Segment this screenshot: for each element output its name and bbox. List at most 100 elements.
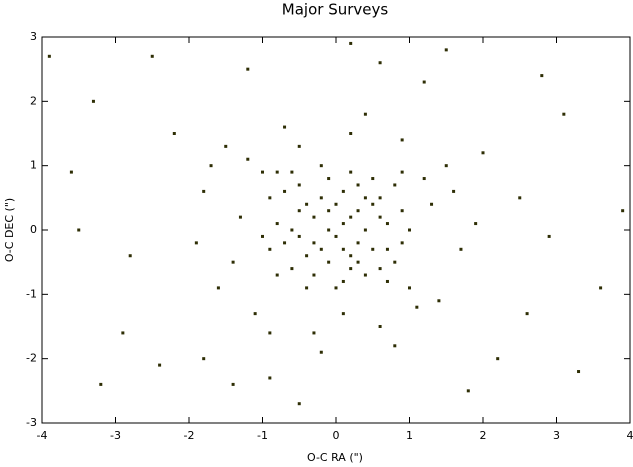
point [261, 234, 264, 238]
point [319, 196, 323, 200]
point [268, 247, 272, 251]
point [371, 177, 375, 181]
point [91, 99, 95, 103]
y-tick-label: -3 [26, 416, 37, 429]
point [341, 312, 345, 316]
point [297, 209, 301, 213]
point [378, 267, 382, 271]
point [349, 254, 353, 258]
point [400, 170, 404, 174]
point [547, 234, 551, 238]
point [466, 389, 470, 393]
point [150, 54, 154, 58]
point [408, 228, 411, 232]
point [327, 228, 331, 232]
point [341, 279, 345, 283]
point [334, 234, 338, 238]
point [312, 241, 316, 245]
point [415, 305, 419, 309]
point [393, 344, 397, 348]
point [47, 54, 51, 58]
point [444, 48, 448, 52]
point [121, 331, 125, 335]
point [194, 241, 198, 245]
point [297, 402, 301, 406]
point [393, 260, 397, 264]
point [378, 325, 382, 328]
x-tick-label: -4 [37, 429, 48, 442]
point [268, 196, 272, 200]
point [327, 260, 331, 264]
chart-title: Major Surveys [282, 1, 389, 19]
point [209, 164, 213, 168]
x-tick-label: 3 [553, 429, 560, 442]
point [385, 279, 389, 283]
point [238, 215, 242, 219]
point [430, 202, 434, 206]
point [378, 196, 382, 200]
point [341, 189, 345, 193]
point [253, 312, 257, 316]
point [261, 170, 264, 174]
point [319, 247, 323, 251]
point [297, 144, 301, 148]
point [297, 234, 301, 238]
point [371, 247, 375, 251]
point [444, 164, 448, 168]
point [312, 273, 316, 277]
point [283, 125, 287, 129]
point [246, 157, 250, 161]
point [400, 138, 404, 142]
point [312, 215, 316, 219]
point [319, 350, 323, 354]
point [275, 273, 279, 277]
point [356, 260, 360, 264]
point [349, 170, 353, 174]
point [621, 209, 625, 213]
point [371, 202, 375, 206]
point [275, 222, 279, 226]
point [496, 357, 500, 361]
point [341, 222, 345, 226]
point [334, 202, 338, 206]
point [290, 267, 294, 271]
point [283, 189, 287, 193]
point [312, 331, 316, 335]
point [349, 41, 353, 45]
point [297, 183, 301, 187]
point [385, 222, 389, 226]
point [283, 241, 287, 245]
point [319, 164, 323, 168]
point [69, 170, 73, 174]
x-tick-label: 0 [333, 429, 340, 442]
point [518, 196, 522, 200]
point [437, 299, 441, 303]
point [408, 286, 411, 290]
point [474, 222, 478, 226]
point [452, 189, 456, 193]
point [422, 80, 426, 84]
point [231, 260, 235, 264]
x-tick-label: 4 [627, 429, 633, 442]
point [246, 67, 250, 71]
point [305, 286, 309, 290]
y-tick-label: -2 [26, 352, 37, 365]
point [327, 177, 331, 181]
y-tick-label: -1 [26, 287, 37, 300]
point [349, 215, 353, 219]
y-tick-label: 0 [30, 223, 37, 236]
point [349, 132, 353, 135]
x-tick-label: 2 [480, 429, 487, 442]
point [224, 144, 228, 148]
point [378, 61, 382, 65]
point [356, 241, 360, 245]
point [231, 382, 235, 386]
point [305, 254, 309, 258]
point [385, 247, 389, 251]
point [363, 273, 367, 277]
x-tick-label: -1 [257, 429, 268, 442]
y-axis-label: O-C DEC (") [3, 198, 16, 262]
point [172, 132, 176, 135]
point [363, 228, 367, 232]
